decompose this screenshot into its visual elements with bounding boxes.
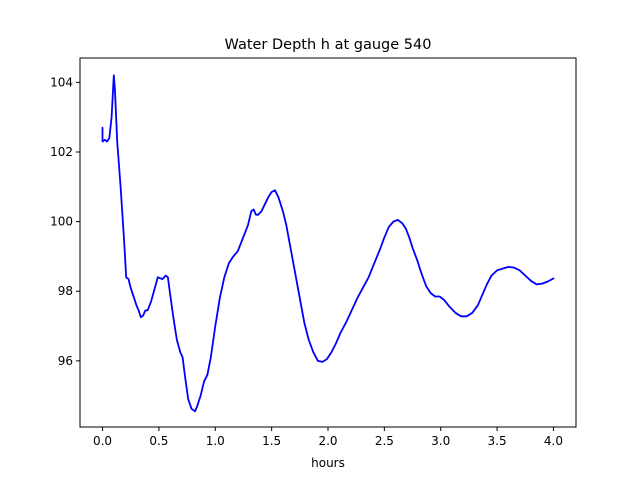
y-tick-label: 102	[50, 145, 73, 159]
x-tick-label: 2.0	[318, 434, 337, 448]
x-tick-label: 3.5	[488, 434, 507, 448]
y-tick-label: 96	[58, 354, 73, 368]
y-tick-label: 98	[58, 284, 73, 298]
x-tick-label: 0.0	[93, 434, 112, 448]
x-tick-label: 1.5	[262, 434, 281, 448]
x-tick-label: 0.5	[149, 434, 168, 448]
x-tick-label: 1.0	[206, 434, 225, 448]
x-tick-label: 2.5	[375, 434, 394, 448]
y-tick-label: 104	[50, 75, 73, 89]
x-axis: 0.0 0.5 1.0 1.5 2.0 2.5 3.0 3.5 4.0	[93, 427, 563, 448]
chart-title: Water Depth h at gauge 540	[225, 37, 432, 53]
series-line	[101, 74, 555, 413]
x-tick-label: 3.0	[431, 434, 450, 448]
x-tick-label: 4.0	[544, 434, 563, 448]
y-axis: 96 98 100 102 104	[50, 75, 80, 368]
x-axis-label: hours	[311, 456, 345, 470]
y-tick-label: 100	[50, 215, 73, 229]
